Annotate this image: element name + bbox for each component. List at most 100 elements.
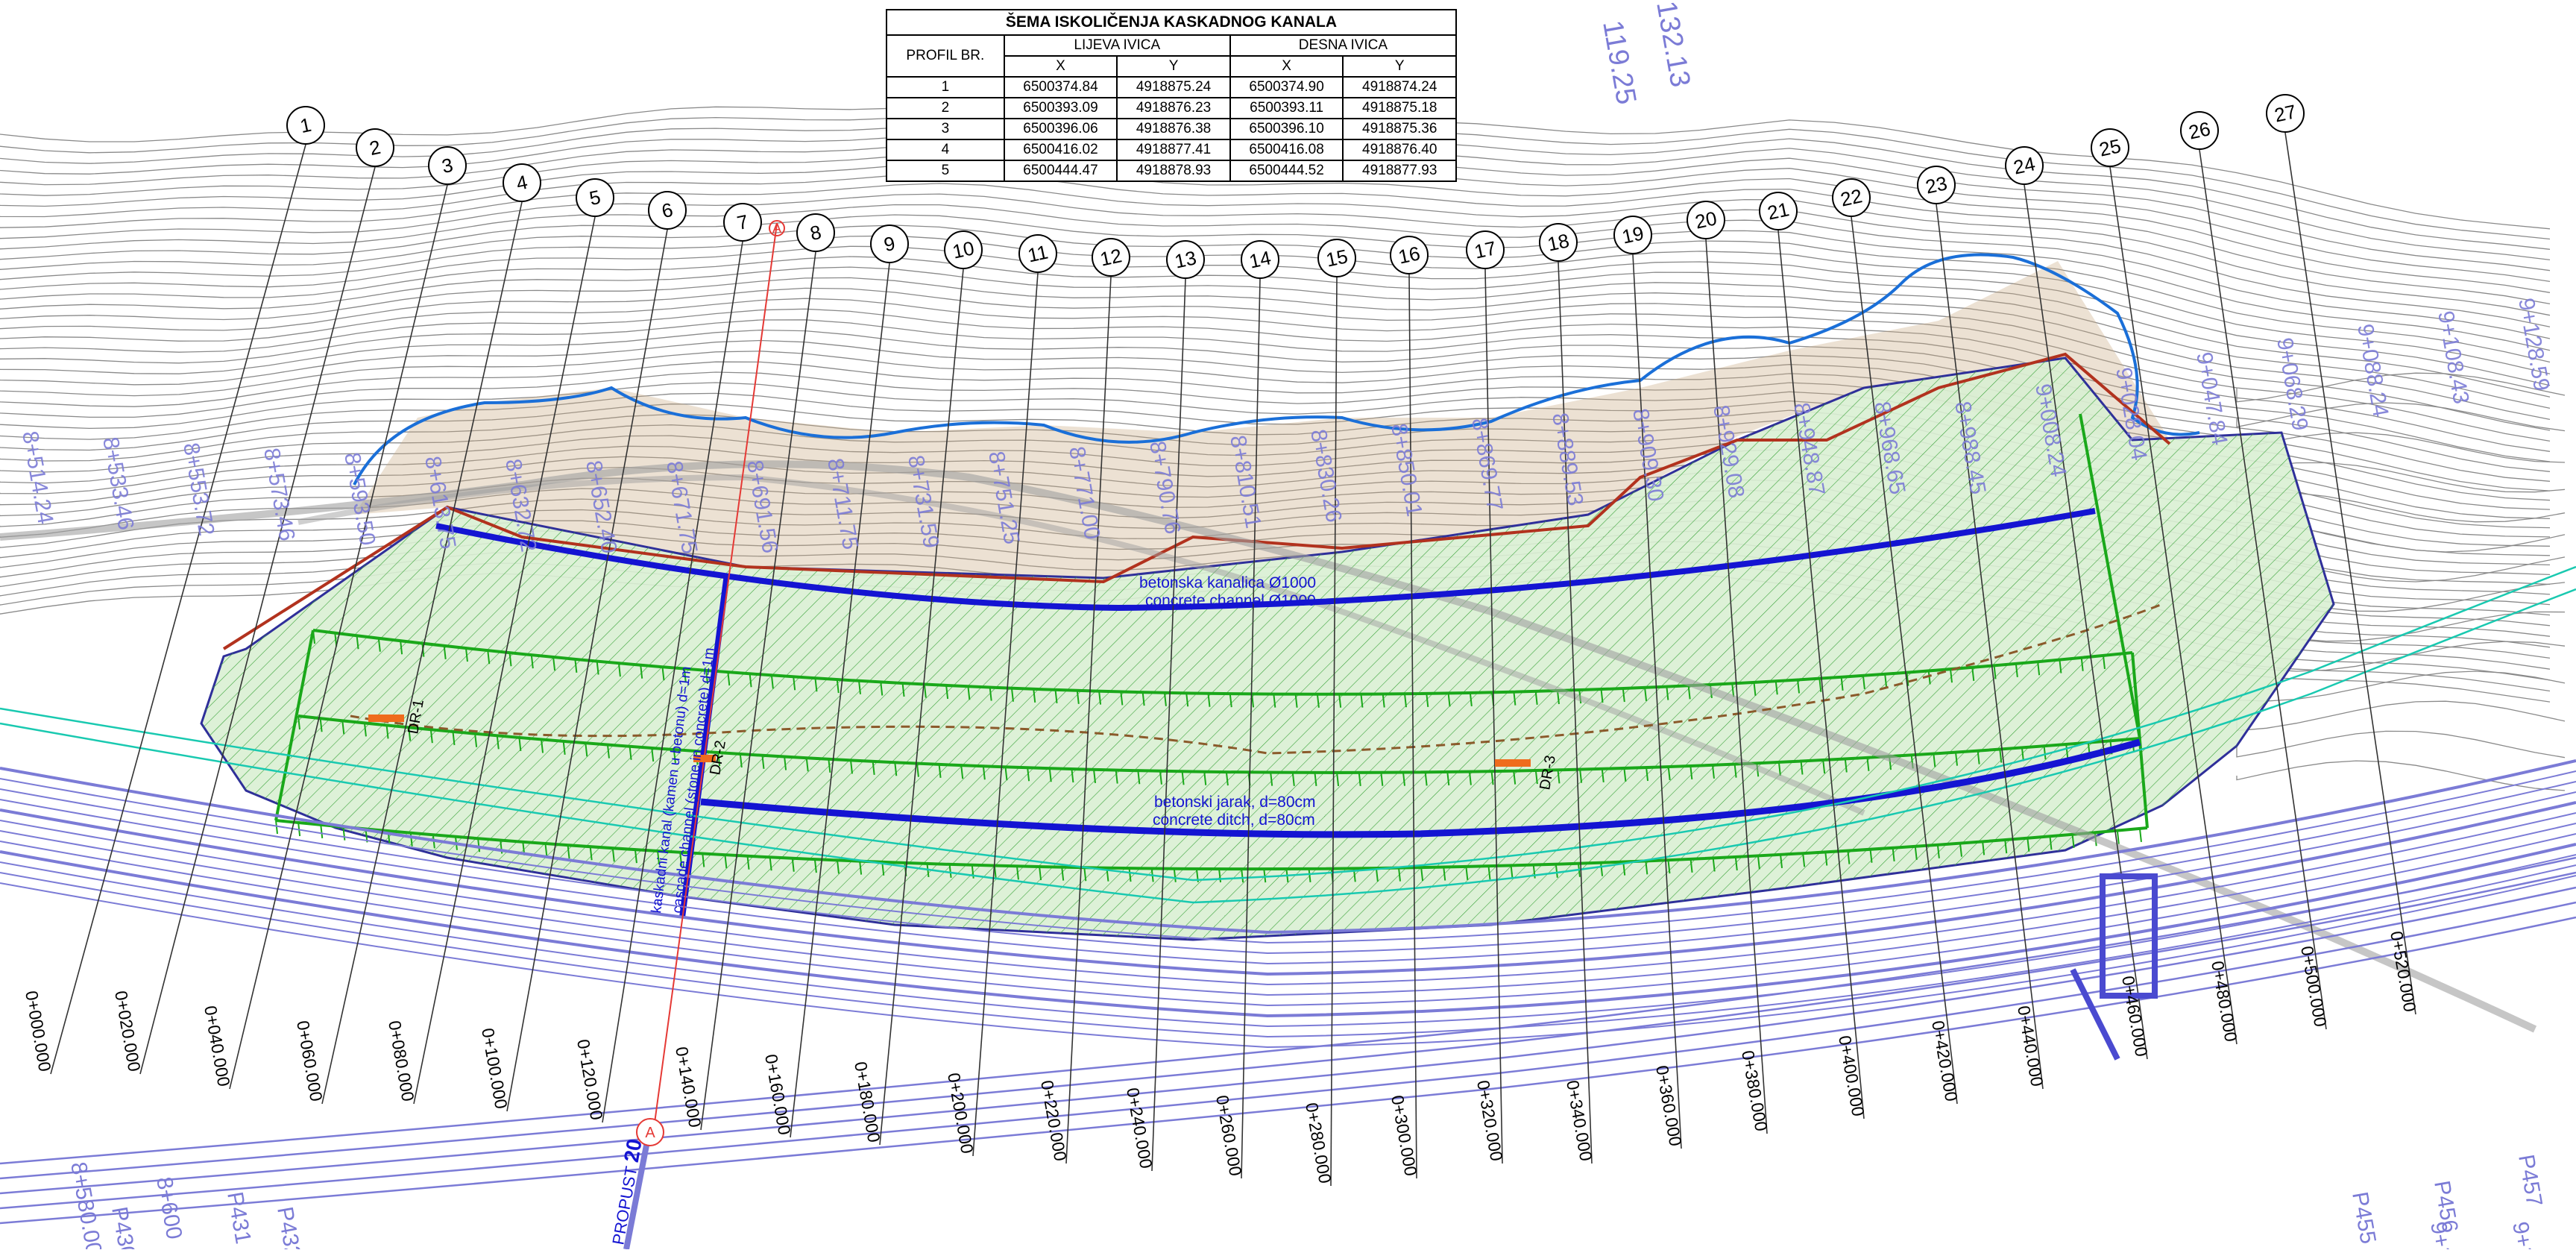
band-tick [617, 663, 621, 677]
profile-circle [1539, 223, 1578, 262]
profile-line [506, 229, 668, 1112]
profile-number: 19 [1620, 222, 1646, 248]
band-tick [1884, 673, 1888, 688]
band-tick [1689, 765, 1693, 780]
band-tick [275, 820, 278, 835]
band-tick [1971, 667, 1975, 681]
band-tick [894, 762, 898, 776]
bottom-mark: P457 [2513, 1152, 2547, 1208]
band-tick [1039, 866, 1042, 881]
profile-circle [1390, 236, 1429, 274]
right-x-cell: 6500444.52 [1229, 160, 1344, 182]
band-tick [1712, 858, 1716, 872]
x-header-left: X [1003, 55, 1118, 78]
chainage-label: 0+220.000 [1037, 1078, 1071, 1162]
band-tick [1426, 693, 1429, 707]
road-lane-lower [0, 886, 2576, 1195]
band-tick [1291, 772, 1295, 786]
band-tick [717, 752, 721, 767]
table-row: 3 6500396.06 4918876.38 6500396.10 49188… [886, 118, 1457, 140]
band-tick [1203, 771, 1207, 785]
band-tick [1446, 771, 1450, 786]
band-tick [683, 668, 687, 682]
band-tick [1999, 749, 2003, 763]
road-lane [0, 854, 2576, 1028]
band-tick [1513, 770, 1517, 785]
band-tick [705, 670, 709, 685]
band-tick [1645, 861, 1648, 875]
road-lane [0, 823, 2576, 996]
profile-lines [50, 132, 2416, 1187]
profile-circle [1018, 234, 1057, 273]
profile-line [1065, 276, 1112, 1164]
profile-circle [2005, 146, 2044, 185]
band-tick [1093, 769, 1097, 783]
channel-label-2: concrete channel Ø1000 [1145, 592, 1316, 609]
band-tick [1308, 868, 1311, 882]
profile-cell: 5 [886, 160, 1005, 182]
left-y-cell: 4918876.38 [1116, 118, 1231, 140]
road-lane-lower [0, 856, 2576, 1165]
band-tick [661, 667, 665, 681]
profile-line [2024, 184, 2148, 1060]
profile-number: 25 [2097, 134, 2123, 160]
cascade-band [275, 819, 2148, 871]
band-tick [1163, 692, 1167, 706]
right-y-cell: 4918875.18 [1342, 97, 1457, 119]
band-tick [1777, 761, 1781, 776]
band-tick [567, 845, 570, 859]
profile-cell: 3 [886, 118, 1005, 140]
band-tick [1294, 694, 1298, 708]
band-tick [1689, 858, 1693, 873]
profile-number: 21 [1766, 198, 1792, 224]
profile-circle [428, 146, 467, 185]
band-tick [1229, 694, 1232, 708]
band-tick [1443, 867, 1446, 881]
band-tick [1510, 865, 1514, 879]
profile-line [1936, 204, 2044, 1090]
chainage-label: 0+500.000 [2297, 944, 2331, 1028]
band-tick [1982, 841, 1985, 855]
highway [0, 759, 2576, 1225]
chainage-label: 0+440.000 [2014, 1004, 2047, 1087]
road-lane [0, 781, 2576, 955]
cascade-bands [274, 413, 2149, 883]
band-tick [1914, 846, 1918, 860]
profile-circle [944, 230, 983, 269]
band-tick [1137, 770, 1141, 785]
band-tick [1950, 669, 1953, 683]
section-marker-label: A [772, 221, 781, 236]
table-title: ŠEMA ISKOLIČENJA KASKADNOG KANALA [886, 9, 1457, 36]
bottom-marks: 8+580.008+600P430P431P432P455P456P4579+1… [66, 1152, 2547, 1253]
band-tick [837, 860, 840, 874]
dr2-marker [693, 755, 716, 762]
band-tick [1358, 772, 1361, 787]
station-label: 8+573.46 [259, 446, 299, 543]
profile-circle [576, 178, 614, 217]
section-line-A [652, 223, 778, 1134]
band-tick [2049, 836, 2053, 850]
band-tick [1892, 847, 1895, 861]
chainage-label: 0+060.000 [293, 1019, 327, 1102]
band-tick [1251, 694, 1255, 708]
band-tick [1241, 868, 1244, 883]
profile-cell: 2 [886, 97, 1005, 119]
chainage-label: 0+260.000 [1212, 1093, 1246, 1177]
band-tick [1933, 753, 1936, 767]
band-tick [1774, 681, 1778, 695]
profile-line [2284, 132, 2416, 1015]
left-x-cell: 6500374.84 [1003, 76, 1118, 98]
chainage-label: 0+100.000 [478, 1026, 511, 1110]
band-tick [1487, 866, 1491, 880]
band-tick [530, 655, 534, 669]
band-end [274, 629, 315, 821]
profile-number: 5 [588, 186, 602, 210]
road-lane [0, 791, 2576, 965]
dr1-marker [368, 715, 404, 722]
band-tick [1004, 767, 1008, 781]
band-tick [813, 858, 817, 873]
profile-line [879, 268, 964, 1146]
band-tick [1822, 759, 1826, 774]
band-tick [1141, 692, 1145, 706]
profile-line [1484, 268, 1503, 1164]
